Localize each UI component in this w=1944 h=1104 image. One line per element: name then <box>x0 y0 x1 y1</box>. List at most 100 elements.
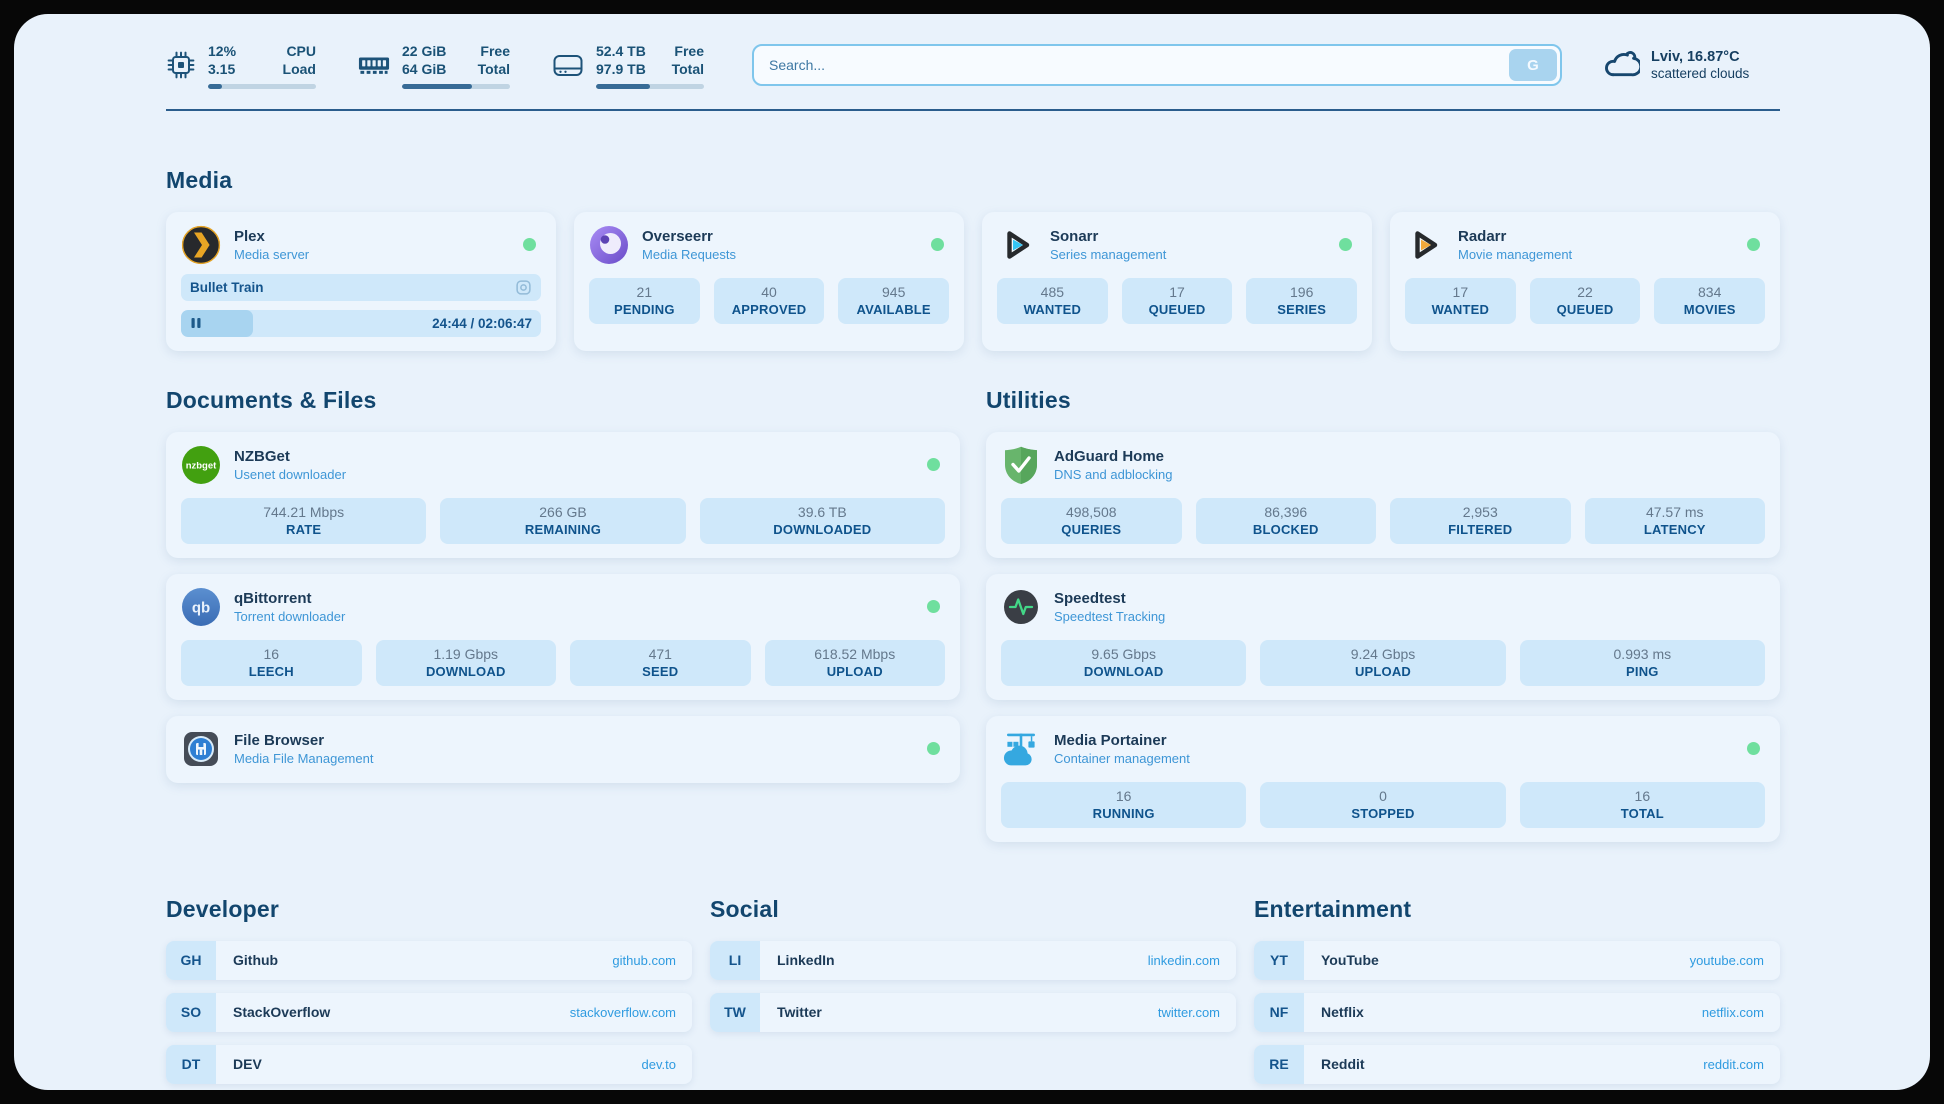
hard-drive-icon <box>552 52 584 79</box>
stat-series: 196 SERIES <box>1246 277 1358 324</box>
nzbget-icon: nzbget <box>181 445 221 485</box>
cpu-values: 12% 3.15 <box>208 43 237 78</box>
app-card-overseerr[interactable]: Overseerr Media Requests 21 PENDING 40 APP… <box>574 211 964 351</box>
disk-values: 52.4 TB 97.9 TB <box>596 43 646 78</box>
link-twitter[interactable]: TW Twitter twitter.com <box>710 992 1236 1032</box>
cloud-icon <box>1602 47 1643 84</box>
app-card-speedtest[interactable]: Speedtest Speedtest Tracking 9.65 Gbps DO… <box>986 573 1780 700</box>
cpu-labels: CPU Load <box>282 43 316 78</box>
app-name: File Browser <box>234 731 325 749</box>
stat-upload: 618.52 Mbps UPLOAD <box>764 639 945 686</box>
app-card-plex[interactable]: Plex Media server Bullet Train <box>166 211 556 351</box>
section-media: Media Plex Media server <box>166 167 1780 351</box>
app-name: Media Portainer <box>1054 731 1167 749</box>
section-entertainment: Entertainment YT YouTube youtube.com NF … <box>1254 896 1780 1090</box>
speedtest-icon <box>1001 587 1041 627</box>
section-utilities: Utilities AdGuard Home DNS and adblockin… <box>986 387 1780 842</box>
app-card-sonarr[interactable]: Sonarr Series management 485 WANTED 17 QUE… <box>982 211 1372 351</box>
stat-available: 945 AVAILABLE <box>838 277 950 324</box>
pause-icon[interactable] <box>190 317 202 329</box>
linkedin-abbr-icon: LI <box>710 940 760 980</box>
now-playing-row: Bullet Train <box>181 273 541 301</box>
playback-progress-row: 24:44 / 02:06:47 <box>181 309 541 337</box>
app-name: AdGuard Home <box>1054 447 1165 465</box>
status-dot <box>927 458 940 472</box>
app-name: Speedtest <box>1054 589 1126 607</box>
app-description: DNS and adblocking <box>1054 466 1173 482</box>
cast-icon[interactable] <box>515 279 532 296</box>
stat-leech: 16 LEECH <box>181 639 362 686</box>
app-card-adguard[interactable]: AdGuard Home DNS and adblocking 498,508 Q… <box>986 431 1780 558</box>
dev-abbr-icon: DT <box>166 1044 216 1084</box>
link-reddit[interactable]: RE Reddit reddit.com <box>1254 1044 1780 1084</box>
playback-time: 24:44 / 02:06:47 <box>432 315 532 331</box>
stat-blocked: 86,396 BLOCKED <box>1195 497 1376 544</box>
app-card-portainer[interactable]: Media Portainer Container management 16 R… <box>986 715 1780 842</box>
entertainment-section-title: Entertainment <box>1254 895 1412 922</box>
search-engine-g-button[interactable]: G <box>1509 49 1557 82</box>
link-youtube[interactable]: YT YouTube youtube.com <box>1254 940 1780 980</box>
filebrowser-icon <box>181 729 221 769</box>
search-input[interactable] <box>752 44 1562 87</box>
cpu-stat: 12% 3.15 CPU Load <box>166 42 316 89</box>
stat-queries: 498,508 QUERIES <box>1001 497 1182 544</box>
stat-filtered: 2,953 FILTERED <box>1390 497 1571 544</box>
link-linkedin[interactable]: LI LinkedIn linkedin.com <box>710 940 1236 980</box>
app-description: Container management <box>1054 750 1190 766</box>
netflix-abbr-icon: NF <box>1254 992 1304 1032</box>
app-description: Series management <box>1050 246 1167 262</box>
status-dot <box>931 238 944 252</box>
youtube-abbr-icon: YT <box>1254 940 1304 980</box>
plex-icon <box>181 225 221 265</box>
search-bar[interactable]: G <box>752 44 1562 87</box>
stat-running: 16 RUNNING <box>1001 781 1247 828</box>
app-card-radarr[interactable]: Radarr Movie management 17 WANTED 22 QUEUE… <box>1390 211 1780 351</box>
svg-text:qb: qb <box>192 599 210 616</box>
stackoverflow-abbr-icon: SO <box>166 992 216 1032</box>
memory-progress-bar <box>402 83 510 89</box>
weather-condition: scattered clouds <box>1651 66 1750 82</box>
section-social: Social LI LinkedIn linkedin.com TW Twitt… <box>710 896 1236 1045</box>
system-stats: 12% 3.15 CPU Load <box>166 42 704 89</box>
stat-downloaded: 39.6 TB DOWNLOADED <box>699 497 945 544</box>
github-abbr-icon: GH <box>166 940 216 980</box>
stat-rate: 744.21 Mbps RATE <box>181 497 427 544</box>
stat-wanted: 485 WANTED <box>997 277 1108 324</box>
section-documents: Documents & Files nzbget NZBGet Usenet d… <box>166 387 960 783</box>
stat-total: 16 TOTAL <box>1519 781 1765 828</box>
app-card-nzbget[interactable]: nzbget NZBGet Usenet downloader 744.21 M… <box>166 431 960 558</box>
app-description: Movie management <box>1458 246 1573 262</box>
cpu-progress-bar <box>208 83 316 89</box>
dashboard-page: 12% 3.15 CPU Load <box>14 14 1930 1090</box>
app-card-filebrowser[interactable]: File Browser Media File Management <box>166 715 960 783</box>
status-dot <box>927 600 940 614</box>
link-github[interactable]: GH Github github.com <box>166 940 692 980</box>
link-dev[interactable]: DT DEV dev.to <box>166 1044 692 1084</box>
stat-latency: 47.57 ms LATENCY <box>1584 497 1765 544</box>
disk-progress-bar <box>596 83 704 89</box>
disk-labels: Free Total <box>671 43 704 78</box>
memory-labels: Free Total <box>477 43 510 78</box>
stat-remaining: 266 GB REMAINING <box>440 497 686 544</box>
stat-seed: 471 SEED <box>570 639 751 686</box>
app-name: NZBGet <box>234 447 290 465</box>
section-developer: Developer GH Github github.com SO StackO… <box>166 896 692 1090</box>
link-netflix[interactable]: NF Netflix netflix.com <box>1254 992 1780 1032</box>
stat-download: 1.19 Gbps DOWNLOAD <box>375 639 556 686</box>
status-dot <box>1747 742 1760 756</box>
app-description: Torrent downloader <box>234 608 346 624</box>
memory-values: 22 GiB 64 GiB <box>402 43 447 78</box>
link-stackoverflow[interactable]: SO StackOverflow stackoverflow.com <box>166 992 692 1032</box>
app-name: Overseerr <box>642 227 713 245</box>
app-name: Plex <box>234 227 265 245</box>
app-card-qbittorrent[interactable]: qb qBittorrent Torrent downloader 16 LEEC… <box>166 573 960 700</box>
app-name: Radarr <box>1458 227 1507 245</box>
status-dot <box>1339 238 1352 252</box>
app-description: Media File Management <box>234 750 374 766</box>
developer-section-title: Developer <box>166 895 280 922</box>
memory-icon <box>358 52 390 78</box>
stat-queued: 17 QUEUED <box>1121 277 1233 324</box>
qbittorrent-icon: qb <box>181 587 221 627</box>
app-name: qBittorrent <box>234 589 312 607</box>
social-section-title: Social <box>710 895 779 922</box>
